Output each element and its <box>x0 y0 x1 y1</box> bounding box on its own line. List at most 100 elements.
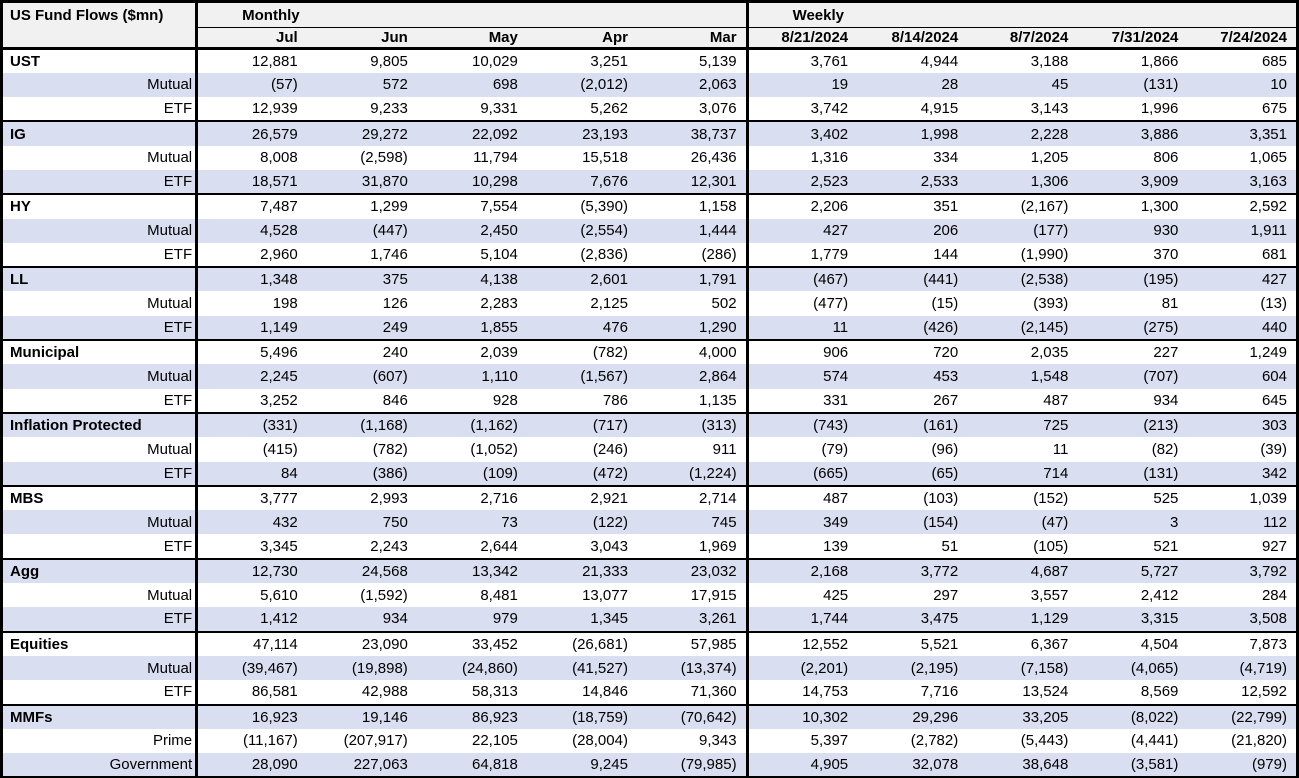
monthly-value-cell: 2,716 <box>416 484 527 511</box>
weekly-value-cell: 227 <box>1077 339 1188 365</box>
monthly-value-cell: 7,554 <box>416 193 527 219</box>
weekly-value-cell: 2,035 <box>967 339 1078 365</box>
monthly-value-cell: 572 <box>382 76 408 94</box>
weekly-value-cell: 7,873 <box>1187 630 1298 656</box>
weekly-value-cell: 32,078 <box>912 756 959 773</box>
monthly-value-cell: (5,390) <box>526 193 637 219</box>
monthly-section-label: Monthly <box>195 1 748 28</box>
weekly-value-cell: 3,886 <box>1077 120 1188 146</box>
weekly-value-cell: 3,772 <box>857 557 968 584</box>
subcategory-label: Mutual <box>1 437 199 462</box>
weekly-value-cell: (15) <box>931 295 959 313</box>
weekly-value-cell: 3,909 <box>1140 173 1179 191</box>
weekly-value-cell: 14,753 <box>745 680 858 705</box>
monthly-value-cell: 1,791 <box>636 266 748 292</box>
monthly-value-cell: (122) <box>592 513 628 531</box>
monthly-value-cell: (2,836) <box>580 246 628 264</box>
monthly-value-cell: 28,090 <box>195 753 307 778</box>
monthly-value-cell: (18,759) <box>526 703 637 729</box>
monthly-column-header: Mar <box>636 27 748 50</box>
monthly-value-cell: 21,333 <box>526 557 637 584</box>
monthly-value-cell: 2,601 <box>526 266 637 292</box>
weekly-value-cell: (96) <box>931 440 959 458</box>
monthly-value-cell: 22,105 <box>471 732 518 750</box>
category-label: UST <box>1 47 199 73</box>
weekly-value-cell: (275) <box>1143 318 1179 336</box>
monthly-value-cell: (415) <box>195 437 307 462</box>
weekly-value-cell: 2,412 <box>1140 586 1179 604</box>
weekly-value-cell: (1,990) <box>1020 246 1069 264</box>
monthly-value-cell: 1,110 <box>481 368 518 385</box>
monthly-value-cell: (331) <box>195 411 307 438</box>
weekly-value-cell: 714 <box>1043 464 1069 482</box>
monthly-value-cell: 846 <box>382 391 408 409</box>
monthly-value-cell: 4,138 <box>416 266 527 292</box>
monthly-value-cell: 9,245 <box>590 756 628 773</box>
table-row: ETF 3,345 2,243 2,644 3,043 1,969 139 51 (105) 52… <box>1 534 1298 559</box>
subcategory-label: ETF <box>1 388 199 413</box>
weekly-value-cell: 440 <box>1261 318 1287 336</box>
monthly-value-cell: (717) <box>526 411 637 438</box>
weekly-value-cell: 29,296 <box>857 703 968 729</box>
weekly-value-cell: 38,648 <box>1022 756 1069 773</box>
weekly-value-cell: 3,402 <box>745 120 858 146</box>
table-row: Mutual 5,610 (1,592) 8,481 13,077 17,915 425 29… <box>1 583 1298 608</box>
monthly-value-cell: 3,261 <box>699 610 737 628</box>
weekly-value-cell: (79) <box>745 437 858 462</box>
category-label: Municipal <box>1 339 199 365</box>
monthly-value-cell: 1,444 <box>699 222 737 240</box>
subcategory-label: ETF <box>1 607 199 632</box>
weekly-value-cell: (39) <box>1260 440 1287 458</box>
monthly-value-cell: 86,923 <box>416 703 527 729</box>
monthly-value-cell: (2,012) <box>580 76 628 94</box>
monthly-value-cell: 29,272 <box>306 120 417 146</box>
monthly-value-cell: (1,168) <box>306 411 417 438</box>
weekly-value-cell: 45 <box>1051 76 1069 94</box>
monthly-value-cell: 12,939 <box>195 97 307 122</box>
weekly-value-cell: 3 <box>1170 513 1179 531</box>
monthly-value-cell: 84 <box>195 461 307 486</box>
weekly-value-cell: 2,168 <box>745 557 858 584</box>
weekly-value-cell: 1,129 <box>1030 610 1069 628</box>
weekly-value-cell: 13,524 <box>1022 683 1069 701</box>
monthly-value-cell: 7,487 <box>195 193 307 219</box>
table-row: Mutual 198 126 2,283 2,125 502 (477) (15) (393) 8… <box>1 291 1298 316</box>
table-row: Mutual (415) (782) (1,052) (246) 911 (79) (96) 1… <box>1 437 1298 462</box>
monthly-value-cell: 1,135 <box>699 391 737 409</box>
monthly-value-cell: 9,343 <box>699 732 737 750</box>
weekly-value-cell: (4,065) <box>1130 659 1179 677</box>
weekly-value-cell: 934 <box>1153 391 1179 409</box>
weekly-value-cell: (477) <box>745 291 858 316</box>
monthly-value-cell: 14,846 <box>582 683 628 701</box>
monthly-value-cell: (2,598) <box>360 149 408 167</box>
subcategory-label: Mutual <box>1 510 199 535</box>
weekly-value-cell: (7,158) <box>1020 659 1069 677</box>
subcategory-label: Prime <box>1 728 199 754</box>
weekly-value-cell: 349 <box>745 510 858 535</box>
monthly-value-cell: 71,360 <box>690 683 737 701</box>
weekly-value-cell: 11 <box>1052 440 1069 458</box>
monthly-value-cell: 8,008 <box>195 145 307 170</box>
monthly-value-cell: 47,114 <box>195 630 307 656</box>
monthly-value-cell: 698 <box>492 76 518 94</box>
weekly-value-cell: 521 <box>1153 537 1179 555</box>
weekly-value-cell: 487 <box>1043 391 1069 409</box>
weekly-value-cell: 425 <box>745 583 858 608</box>
weekly-value-cell: 284 <box>1261 586 1287 604</box>
monthly-value-cell: (782) <box>526 339 637 365</box>
weekly-value-cell: 2,206 <box>745 193 858 219</box>
header-row-columns: Jul Jun May Apr Mar 8/21/2024 8/14/2024 8/7/202… <box>2 27 1298 50</box>
monthly-value-cell: (2,554) <box>580 222 628 240</box>
monthly-value-cell: 9,331 <box>480 100 518 118</box>
weekly-value-cell: 725 <box>967 411 1078 438</box>
weekly-column-header: 7/24/2024 <box>1187 27 1298 50</box>
monthly-value-cell: 13,342 <box>416 557 527 584</box>
weekly-value-cell: (154) <box>923 513 959 531</box>
table-row: ETF 3,252 846 928 786 1,135 331 267 487 934 645 <box>1 388 1298 413</box>
table-body: UST 12,881 9,805 10,029 3,251 5,139 3,761 4,944… <box>1 47 1298 778</box>
weekly-value-cell: 351 <box>857 193 968 219</box>
monthly-value-cell: 23,193 <box>526 120 637 146</box>
weekly-column-header: 8/7/2024 <box>967 27 1078 50</box>
weekly-value-cell: 1,779 <box>745 242 858 268</box>
